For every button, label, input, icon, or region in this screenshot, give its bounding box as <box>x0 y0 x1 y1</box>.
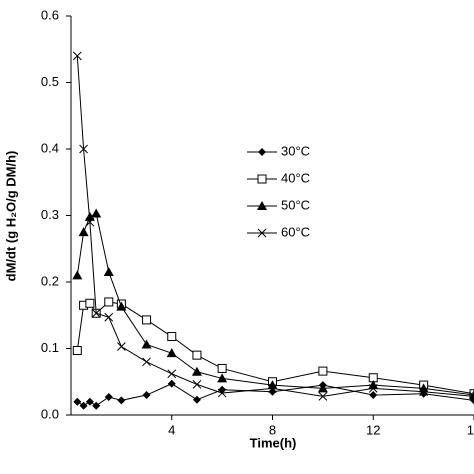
legend-marker <box>258 148 266 156</box>
point <box>167 332 177 342</box>
point <box>217 388 227 398</box>
point <box>104 297 114 307</box>
point <box>78 227 89 237</box>
point <box>73 397 82 406</box>
legend-marker <box>257 201 267 210</box>
x-tick-label: 12 <box>366 422 380 437</box>
series-line <box>76 212 474 396</box>
point <box>104 393 113 402</box>
point <box>368 380 379 390</box>
y-tick-label: 0.5 <box>41 74 59 89</box>
legend-label: 30°C <box>281 143 310 158</box>
point <box>104 312 114 322</box>
point <box>92 401 101 410</box>
point <box>192 395 201 404</box>
point <box>72 51 82 61</box>
point <box>85 298 95 308</box>
point <box>103 267 114 277</box>
y-tick-label: 0.0 <box>41 406 59 421</box>
point <box>318 366 328 376</box>
point <box>117 342 126 351</box>
point <box>91 208 102 218</box>
point <box>369 391 378 400</box>
point <box>368 384 378 393</box>
y-axis-label: dM/dt (g H₂O/g DM/h) <box>3 151 18 282</box>
point <box>72 345 82 355</box>
point <box>91 308 101 318</box>
point <box>85 397 94 406</box>
point <box>217 373 228 383</box>
point <box>191 366 202 376</box>
series-line <box>76 55 474 397</box>
y-tick-label: 0.1 <box>41 340 59 355</box>
y-tick-label: 0.4 <box>41 140 59 155</box>
x-tick-label: 16 <box>467 422 474 437</box>
legend-marker <box>257 228 267 238</box>
y-tick-label: 0.6 <box>41 7 59 22</box>
point <box>142 357 151 367</box>
point <box>419 387 428 397</box>
point <box>142 391 151 400</box>
legend-label: 40°C <box>281 170 310 185</box>
point <box>192 350 202 360</box>
point <box>166 348 177 358</box>
x-tick-label: 4 <box>168 422 175 437</box>
point <box>268 384 277 393</box>
point <box>318 392 328 401</box>
point <box>418 383 429 393</box>
point <box>79 144 88 154</box>
y-tick-label: 0.2 <box>41 273 59 288</box>
x-axis-label: Time(h) <box>250 435 297 450</box>
point <box>167 379 176 388</box>
legend-label: 60°C <box>281 224 310 239</box>
point <box>192 380 202 389</box>
point <box>469 392 474 401</box>
y-tick-label: 0.3 <box>41 207 59 222</box>
point <box>142 315 152 325</box>
point <box>167 369 177 379</box>
point <box>79 401 88 410</box>
point <box>317 383 328 393</box>
point <box>85 217 95 227</box>
point <box>267 380 278 390</box>
point <box>116 301 127 311</box>
point <box>141 339 152 349</box>
legend-marker <box>257 174 267 184</box>
point <box>72 270 83 280</box>
point <box>117 396 126 405</box>
legend-label: 50°C <box>281 197 310 212</box>
x-tick-label: 8 <box>269 422 276 437</box>
point <box>217 363 227 373</box>
